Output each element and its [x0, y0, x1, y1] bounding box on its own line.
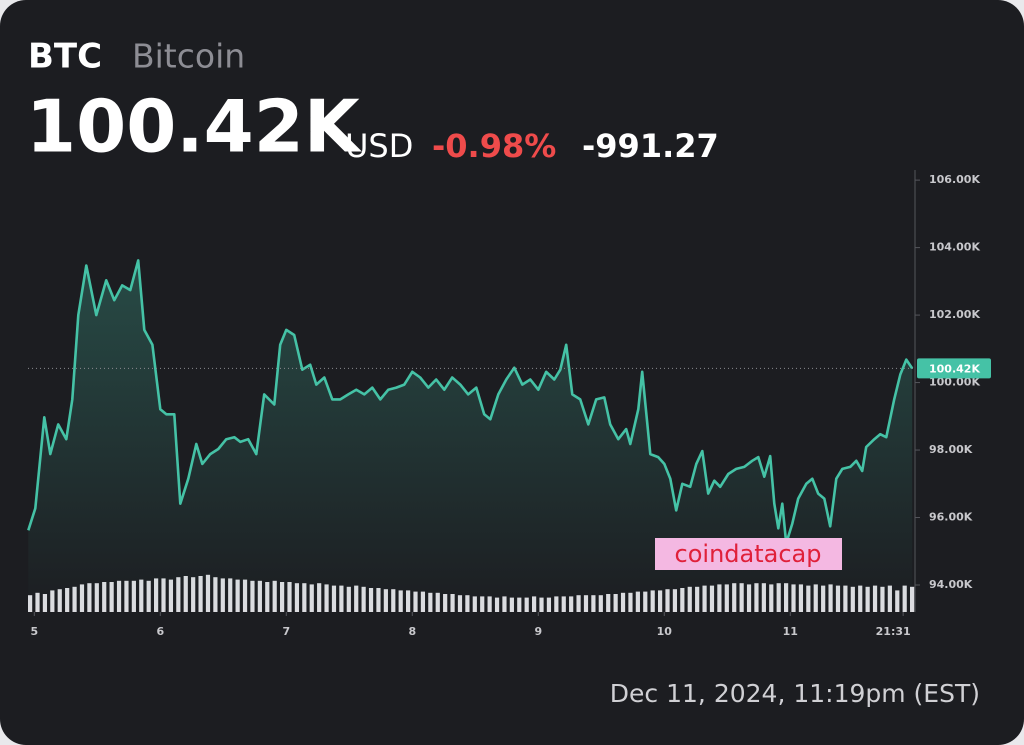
- watermark-box: [655, 538, 842, 570]
- area: [28, 260, 913, 612]
- x-tick-label: 11: [783, 625, 798, 638]
- x-tick-label: 5: [30, 625, 38, 638]
- plot-group: [27, 259, 915, 612]
- x-tick-label: 8: [408, 625, 416, 638]
- x-tick-label: 21:31: [876, 625, 911, 638]
- last-value-tag: [917, 358, 991, 379]
- y-tick-label: 102.00K: [929, 308, 980, 321]
- y-tick-label: 96.00K: [929, 511, 973, 524]
- price-line: [27, 259, 914, 545]
- timestamp: Dec 11, 2024, 11:19pm (EST): [610, 679, 980, 708]
- y-tick-label: 100.00K: [929, 376, 980, 389]
- last-value-label: 100.42K: [929, 362, 980, 375]
- change: -991.27: [582, 127, 719, 165]
- y-tick-label: 94.00K: [929, 578, 973, 591]
- x-tick-label: 6: [156, 625, 164, 638]
- y-tick-label: 104.00K: [929, 241, 980, 254]
- currency: USD: [345, 127, 413, 165]
- x-tick-label: 9: [534, 625, 542, 638]
- x-tick-label: 10: [657, 625, 673, 638]
- price: 100.42K: [26, 85, 362, 169]
- y-tick-label: 106.00K: [929, 173, 980, 186]
- change-percent: -0.98%: [432, 127, 556, 165]
- watermark: coindatacap: [675, 540, 822, 568]
- symbol: BTC: [28, 37, 102, 77]
- y-tick-label: 98.00K: [929, 443, 973, 456]
- x-tick-label: 7: [282, 625, 290, 638]
- asset-name: Bitcoin: [132, 37, 245, 76]
